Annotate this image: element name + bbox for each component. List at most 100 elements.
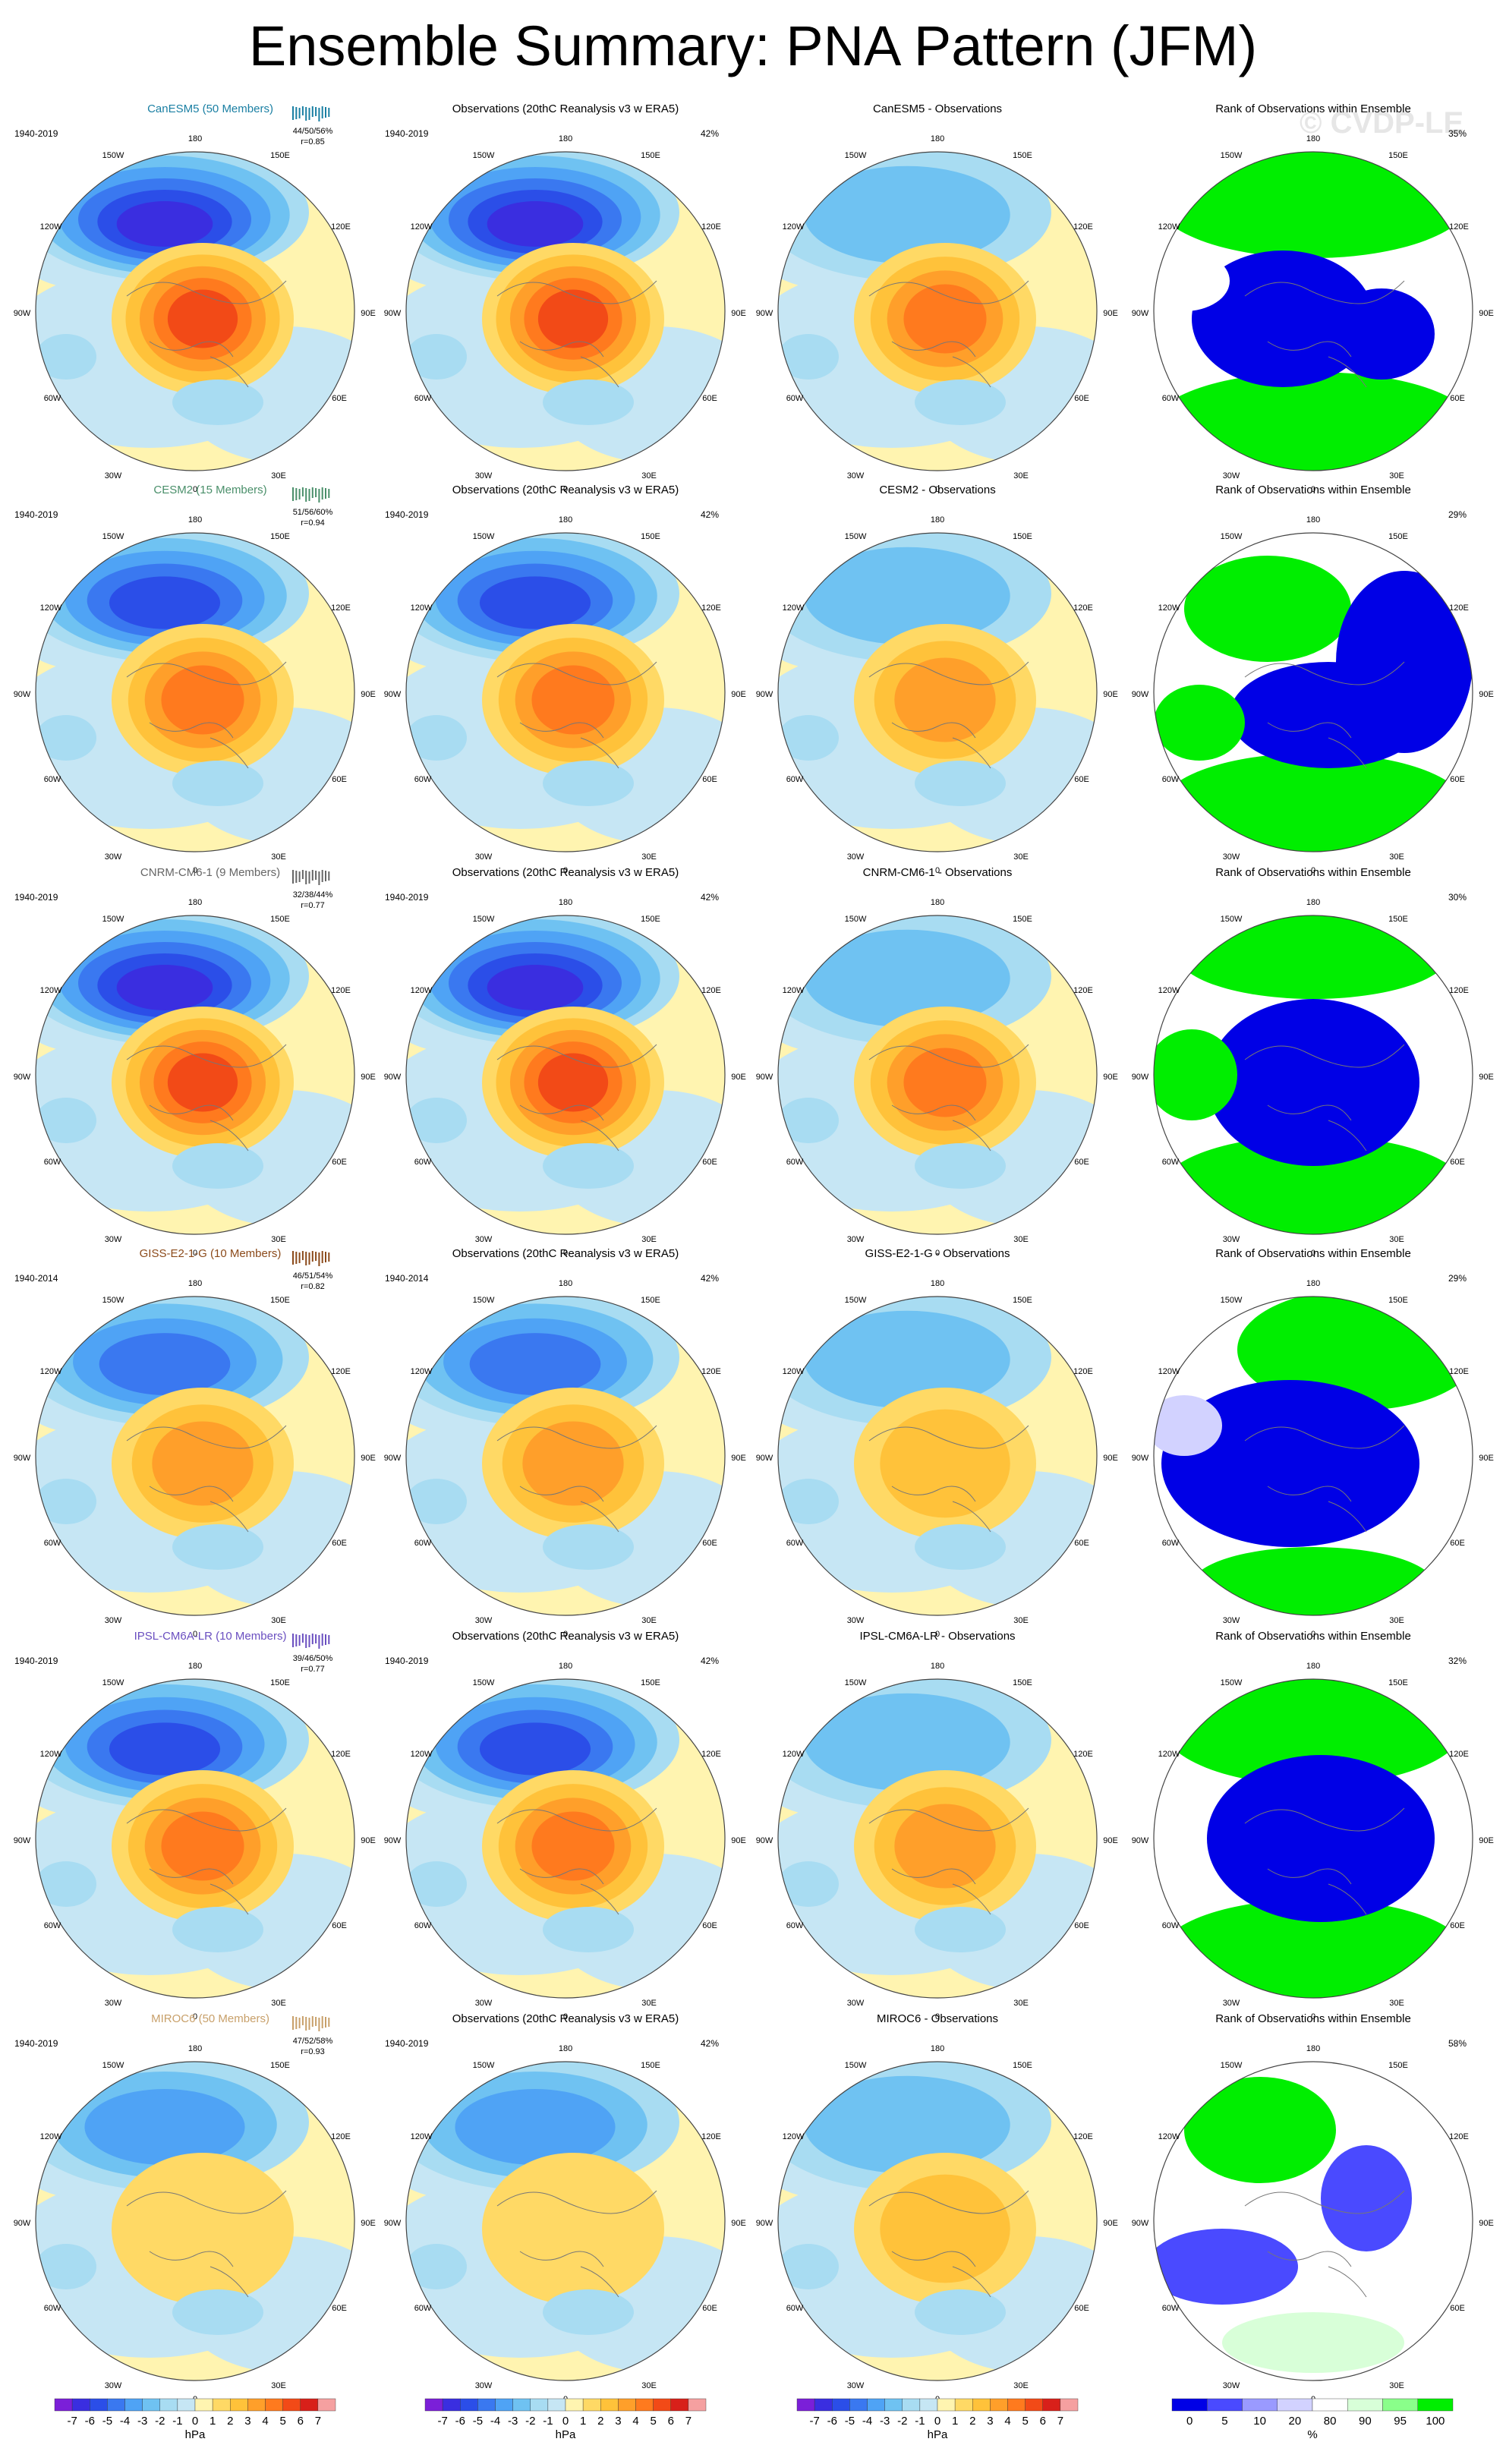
colorbar-swatch: [317, 2398, 336, 2412]
colorbar-tick-label: -5: [473, 2415, 483, 2428]
colorbar-tick-label: -3: [508, 2415, 518, 2428]
obs-percent-label: 42%: [701, 1273, 719, 1284]
colorbar-swatch: [972, 2398, 991, 2412]
observations-title: Observations (20thC Reanalysis v3 w ERA5…: [452, 484, 679, 496]
rank-region: [1154, 1029, 1237, 1120]
colorbar-tick-label: 0: [192, 2415, 198, 2428]
longitude-label-tr1: 150E: [641, 1296, 660, 1305]
longitude-label-bottom: 0: [563, 866, 568, 875]
rank-region: [1154, 685, 1245, 761]
longitude-label-tr1: 150E: [1013, 151, 1032, 160]
pattern-correlation-label: r=0.85: [301, 137, 325, 147]
member-tick: [321, 106, 323, 118]
model-title: CanESM5 (50 Members): [147, 102, 273, 115]
page-title: Ensemble Summary: PNA Pattern (JFM): [248, 14, 1258, 77]
member-tick: [328, 871, 330, 881]
rank-region: [1328, 288, 1435, 380]
colorbar-swatch: [247, 2398, 266, 2412]
member-tick: [328, 1635, 330, 1644]
member-tick: [301, 487, 304, 496]
rank-region: [1161, 1380, 1419, 1547]
anomaly-contour: [36, 1861, 96, 1907]
longitude-label-tr2: 120E: [1449, 1367, 1469, 1376]
map-border: [35, 1678, 355, 1999]
longitude-label-bl1: 60W: [44, 1539, 61, 1548]
anomaly-contour: [531, 665, 615, 735]
colorbar-tick-label: 0: [934, 2415, 940, 2428]
longitude-label-tr2: 120E: [1073, 1367, 1093, 1376]
colorbar-swatch: [867, 2398, 885, 2412]
difference-title: MIROC6 - Observations: [877, 2012, 998, 2025]
anomaly-contour: [112, 2153, 294, 2305]
longitude-label-right: 90E: [731, 690, 746, 699]
anomaly-contour: [543, 1524, 634, 1570]
colorbar-swatch: [1312, 2398, 1348, 2412]
anomaly-contour: [543, 1907, 634, 1952]
longitude-label-tr2: 120E: [1449, 986, 1469, 995]
member-tick: [311, 1251, 313, 1262]
member-tick: [315, 1634, 317, 1643]
member-tick: [305, 1634, 307, 1648]
colorbar-swatch: [1207, 2398, 1243, 2412]
anomaly-contour: [804, 547, 1010, 645]
longitude-label-tl2: 120W: [411, 222, 433, 232]
longitude-label-tl2: 120W: [1158, 1750, 1180, 1759]
longitude-label-br2: 30E: [1013, 1616, 1029, 1625]
longitude-label-tr2: 120E: [331, 2132, 351, 2141]
anomaly-contour: [778, 715, 839, 761]
anomaly-contour: [903, 1048, 987, 1117]
longitude-label-right: 90E: [731, 309, 746, 318]
panel-r2-c4: 180 0 90W 90E 150W 120W 150E 120E 60W 30W 60E 30E Ra…: [1132, 484, 1494, 875]
colorbar-swatch: [71, 2398, 90, 2412]
panel-r5-c2: 180 0 90W 90E 150W 120W 150E 120E 60W 30W 60E 30E Ob…: [384, 1630, 746, 2021]
colorbar-swatch: [582, 2398, 601, 2412]
coastline: [496, 1807, 657, 1915]
obs-percent-label: 42%: [701, 2038, 719, 2049]
anomaly-contour: [804, 2075, 1010, 2174]
longitude-label-bottom: 0: [563, 1630, 568, 1639]
colorbar-tick-label: 7: [1057, 2415, 1063, 2428]
colorbar-tick-label: 20: [1289, 2415, 1302, 2428]
coastline: [1244, 1807, 1405, 1915]
member-spread-strip: [292, 2016, 330, 2031]
longitude-label-tl1: 150W: [1221, 151, 1243, 160]
colorbar-swatch: [565, 2398, 584, 2412]
rank-region: [1230, 662, 1427, 768]
longitude-label-bl2: 30W: [105, 852, 122, 862]
longitude-label-right: 90E: [1103, 1836, 1118, 1845]
longitude-label-left: 90W: [384, 1836, 402, 1845]
colorbar-unit-label: %: [1307, 2428, 1317, 2441]
longitude-label-left: 90W: [14, 690, 31, 699]
longitude-label-left: 90W: [14, 2219, 31, 2228]
period-label: 1940-2019: [385, 509, 429, 520]
longitude-label-bl1: 60W: [414, 1921, 432, 1930]
colorbar-swatch: [512, 2398, 531, 2412]
period-label: 1940-2019: [14, 128, 58, 139]
map-border: [35, 532, 355, 852]
longitude-label-tl2: 120W: [40, 1367, 62, 1376]
longitude-label-top: 180: [1306, 898, 1320, 907]
longitude-label-tr1: 150E: [270, 915, 290, 924]
longitude-label-tr1: 150E: [1013, 1296, 1032, 1305]
longitude-label-bl2: 30W: [475, 852, 493, 862]
rank-region: [1184, 556, 1351, 662]
anomaly-contour: [915, 2289, 1006, 2335]
member-tick: [298, 1252, 301, 1263]
rank-percent-label: 29%: [1448, 1273, 1467, 1284]
colorbar-swatch: [849, 2398, 868, 2412]
colorbar-tick-label: 6: [298, 2415, 304, 2428]
map-disc: [406, 533, 725, 852]
colorbar-swatch: [159, 2398, 178, 2412]
colorbar-tick-label: -6: [827, 2415, 837, 2428]
map-border: [35, 151, 355, 471]
colorbar-swatch: [635, 2398, 654, 2412]
colorbar-swatch: [796, 2398, 815, 2412]
longitude-label-left: 90W: [756, 1454, 773, 1463]
rank-region: [1222, 2312, 1404, 2373]
difference-title: CanESM5 - Observations: [873, 102, 1002, 115]
observations-title: Observations (20thC Reanalysis v3 w ERA5…: [452, 102, 679, 115]
colorbar-hpa-2: -7 -6 -5 -4 -3 -2 -1 0 1 2 3 4 5 6 7 hPa: [424, 2398, 707, 2441]
colorbar-swatch: [282, 2398, 301, 2412]
member-tick: [295, 488, 298, 500]
longitude-label-br2: 30E: [271, 2381, 286, 2390]
